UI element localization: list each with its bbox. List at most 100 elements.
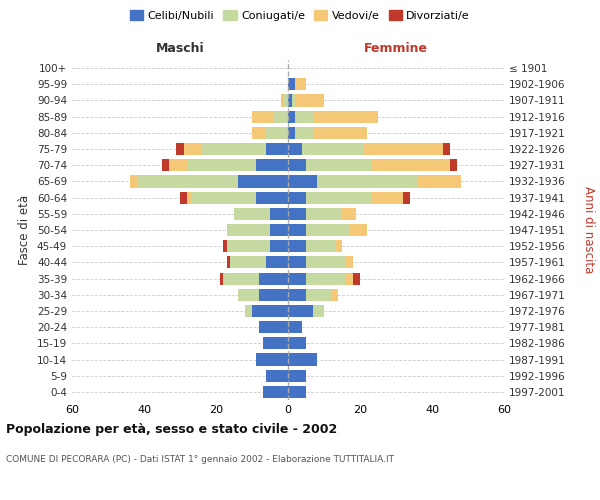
- Bar: [335, 240, 342, 252]
- Bar: [288, 192, 306, 203]
- Bar: [263, 386, 288, 398]
- Bar: [191, 192, 256, 203]
- Bar: [270, 240, 288, 252]
- Bar: [306, 159, 371, 172]
- Bar: [371, 192, 403, 203]
- Bar: [295, 127, 313, 139]
- Bar: [169, 159, 187, 172]
- Bar: [346, 256, 353, 268]
- Bar: [288, 272, 306, 284]
- Bar: [184, 143, 202, 155]
- Bar: [288, 127, 295, 139]
- Bar: [220, 272, 223, 284]
- Bar: [288, 176, 317, 188]
- Bar: [259, 321, 288, 333]
- Bar: [353, 272, 360, 284]
- Bar: [227, 240, 270, 252]
- Bar: [187, 159, 256, 172]
- Bar: [302, 143, 364, 155]
- Bar: [238, 288, 259, 301]
- Bar: [288, 143, 302, 155]
- Bar: [230, 256, 266, 268]
- Bar: [295, 110, 313, 122]
- Bar: [295, 78, 306, 90]
- Bar: [317, 176, 418, 188]
- Bar: [288, 78, 295, 90]
- Bar: [238, 176, 288, 188]
- Bar: [288, 338, 306, 349]
- Bar: [266, 370, 288, 382]
- Bar: [252, 127, 266, 139]
- Bar: [418, 176, 461, 188]
- Bar: [306, 256, 346, 268]
- Bar: [130, 176, 137, 188]
- Bar: [180, 192, 187, 203]
- Bar: [443, 143, 450, 155]
- Bar: [288, 110, 295, 122]
- Bar: [176, 143, 184, 155]
- Bar: [313, 305, 324, 317]
- Bar: [266, 143, 288, 155]
- Bar: [288, 305, 313, 317]
- Bar: [346, 272, 353, 284]
- Bar: [288, 224, 306, 236]
- Bar: [252, 305, 288, 317]
- Bar: [288, 386, 306, 398]
- Bar: [202, 143, 266, 155]
- Bar: [234, 208, 270, 220]
- Bar: [223, 240, 227, 252]
- Text: COMUNE DI PECORARA (PC) - Dati ISTAT 1° gennaio 2002 - Elaborazione TUTTITALIA.I: COMUNE DI PECORARA (PC) - Dati ISTAT 1° …: [6, 455, 394, 464]
- Bar: [450, 159, 457, 172]
- Bar: [288, 208, 306, 220]
- Bar: [288, 370, 306, 382]
- Bar: [306, 288, 331, 301]
- Bar: [284, 94, 288, 106]
- Bar: [306, 240, 335, 252]
- Bar: [331, 288, 338, 301]
- Bar: [256, 192, 288, 203]
- Bar: [403, 192, 410, 203]
- Bar: [263, 338, 288, 349]
- Bar: [288, 159, 306, 172]
- Bar: [292, 94, 295, 106]
- Bar: [288, 288, 306, 301]
- Bar: [288, 321, 302, 333]
- Bar: [349, 224, 367, 236]
- Bar: [266, 127, 288, 139]
- Bar: [256, 159, 288, 172]
- Bar: [259, 272, 288, 284]
- Bar: [313, 127, 367, 139]
- Bar: [288, 240, 306, 252]
- Bar: [306, 208, 342, 220]
- Bar: [306, 224, 349, 236]
- Legend: Celibi/Nubili, Coniugati/e, Vedovi/e, Divorziati/e: Celibi/Nubili, Coniugati/e, Vedovi/e, Di…: [128, 8, 472, 24]
- Bar: [281, 94, 284, 106]
- Bar: [295, 94, 324, 106]
- Bar: [245, 305, 252, 317]
- Text: Maschi: Maschi: [155, 42, 205, 55]
- Bar: [137, 176, 238, 188]
- Bar: [256, 354, 288, 366]
- Bar: [274, 110, 288, 122]
- Bar: [288, 354, 317, 366]
- Bar: [371, 159, 450, 172]
- Bar: [259, 288, 288, 301]
- Bar: [227, 256, 230, 268]
- Bar: [227, 224, 270, 236]
- Y-axis label: Anni di nascita: Anni di nascita: [582, 186, 595, 274]
- Bar: [266, 256, 288, 268]
- Bar: [306, 272, 346, 284]
- Bar: [288, 256, 306, 268]
- Bar: [270, 224, 288, 236]
- Bar: [313, 110, 378, 122]
- Bar: [306, 192, 371, 203]
- Bar: [270, 208, 288, 220]
- Bar: [364, 143, 443, 155]
- Text: Femmine: Femmine: [364, 42, 428, 55]
- Bar: [252, 110, 274, 122]
- Bar: [288, 94, 292, 106]
- Y-axis label: Fasce di età: Fasce di età: [19, 195, 31, 265]
- Bar: [162, 159, 169, 172]
- Bar: [187, 192, 191, 203]
- Bar: [342, 208, 356, 220]
